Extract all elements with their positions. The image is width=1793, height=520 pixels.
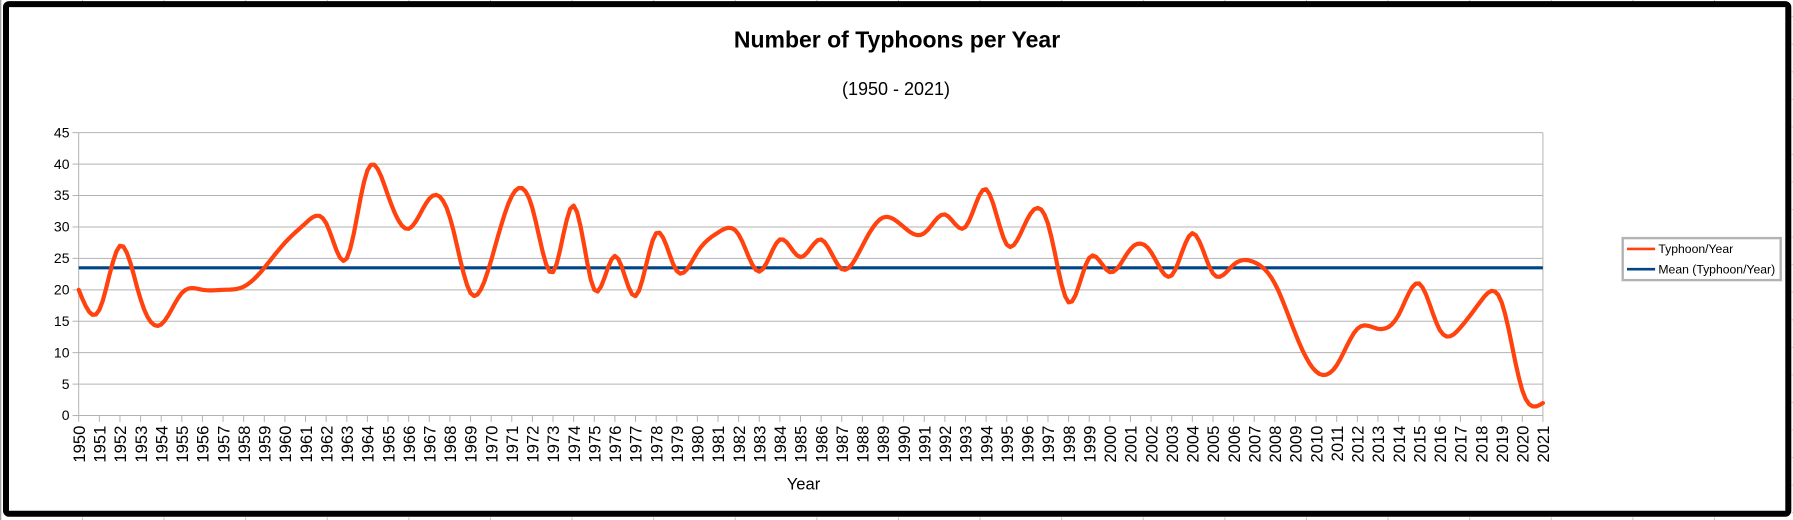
svg-text:1977: 1977 — [627, 426, 646, 463]
svg-text:20: 20 — [54, 282, 70, 298]
svg-text:1997: 1997 — [1039, 426, 1058, 463]
svg-text:Mean (Typhoon/Year): Mean (Typhoon/Year) — [1658, 262, 1775, 276]
svg-text:1971: 1971 — [503, 426, 522, 463]
svg-text:Number of Typhoons per Year: Number of Typhoons per Year — [734, 27, 1060, 53]
svg-text:1981: 1981 — [709, 426, 728, 463]
svg-text:1968: 1968 — [441, 426, 460, 463]
svg-text:2017: 2017 — [1452, 426, 1471, 463]
svg-text:1967: 1967 — [420, 426, 439, 463]
svg-text:1957: 1957 — [214, 426, 233, 463]
svg-text:1986: 1986 — [812, 426, 831, 463]
svg-text:2004: 2004 — [1184, 426, 1203, 463]
svg-text:40: 40 — [54, 156, 70, 172]
svg-text:2012: 2012 — [1349, 426, 1368, 463]
svg-text:1995: 1995 — [998, 426, 1017, 463]
svg-text:2018: 2018 — [1472, 426, 1491, 463]
svg-text:1972: 1972 — [524, 426, 543, 463]
svg-text:1958: 1958 — [235, 426, 254, 463]
svg-text:1966: 1966 — [400, 426, 419, 463]
svg-text:1973: 1973 — [544, 426, 563, 463]
svg-text:1959: 1959 — [256, 426, 275, 463]
svg-text:1954: 1954 — [152, 426, 171, 463]
svg-text:1992: 1992 — [936, 426, 955, 463]
svg-text:1950: 1950 — [70, 426, 89, 463]
svg-text:1987: 1987 — [833, 426, 852, 463]
svg-text:2014: 2014 — [1390, 426, 1409, 463]
svg-text:1985: 1985 — [792, 426, 811, 463]
svg-text:2021: 2021 — [1534, 426, 1553, 463]
svg-text:1999: 1999 — [1080, 426, 1099, 463]
svg-text:1993: 1993 — [957, 426, 976, 463]
svg-text:1952: 1952 — [111, 426, 130, 463]
svg-text:2006: 2006 — [1225, 426, 1244, 463]
svg-text:1969: 1969 — [462, 426, 481, 463]
svg-text:25: 25 — [54, 250, 70, 266]
svg-text:5: 5 — [62, 376, 70, 392]
svg-text:Year: Year — [787, 475, 821, 494]
svg-text:1965: 1965 — [379, 426, 398, 463]
svg-text:1990: 1990 — [895, 426, 914, 463]
svg-text:1980: 1980 — [689, 426, 708, 463]
svg-text:1956: 1956 — [194, 426, 213, 463]
svg-text:2007: 2007 — [1245, 426, 1264, 463]
svg-text:1991: 1991 — [915, 426, 934, 463]
svg-text:35: 35 — [54, 187, 70, 203]
svg-text:1955: 1955 — [173, 426, 192, 463]
svg-text:2019: 2019 — [1493, 426, 1512, 463]
svg-text:1996: 1996 — [1019, 426, 1038, 463]
svg-text:2000: 2000 — [1101, 426, 1120, 463]
svg-text:2020: 2020 — [1514, 426, 1533, 463]
svg-text:1961: 1961 — [297, 426, 316, 463]
svg-text:1988: 1988 — [854, 426, 873, 463]
svg-text:2001: 2001 — [1122, 426, 1141, 463]
svg-text:45: 45 — [54, 124, 70, 140]
svg-text:0: 0 — [62, 407, 70, 423]
svg-text:30: 30 — [54, 219, 70, 235]
svg-text:1984: 1984 — [771, 426, 790, 463]
svg-text:2002: 2002 — [1142, 426, 1161, 463]
svg-text:2013: 2013 — [1369, 426, 1388, 463]
svg-text:10: 10 — [54, 344, 70, 360]
svg-text:1962: 1962 — [317, 426, 336, 463]
svg-text:15: 15 — [54, 313, 70, 329]
svg-text:2011: 2011 — [1328, 426, 1347, 462]
svg-text:1978: 1978 — [647, 426, 666, 463]
svg-text:2008: 2008 — [1266, 426, 1285, 463]
svg-text:1983: 1983 — [750, 426, 769, 463]
svg-text:1979: 1979 — [668, 426, 687, 463]
svg-text:1989: 1989 — [874, 426, 893, 463]
svg-text:Typhoon/Year: Typhoon/Year — [1658, 242, 1733, 256]
svg-text:1970: 1970 — [482, 426, 501, 463]
svg-text:2003: 2003 — [1163, 426, 1182, 463]
svg-text:1974: 1974 — [565, 426, 584, 463]
svg-text:(1950 - 2021): (1950 - 2021) — [842, 79, 950, 99]
svg-text:1976: 1976 — [606, 426, 625, 463]
svg-text:1951: 1951 — [91, 426, 110, 463]
svg-text:1960: 1960 — [276, 426, 295, 463]
svg-text:2016: 2016 — [1431, 426, 1450, 463]
svg-text:2009: 2009 — [1287, 426, 1306, 463]
svg-text:1963: 1963 — [338, 426, 357, 463]
svg-text:2010: 2010 — [1307, 426, 1326, 463]
svg-text:2005: 2005 — [1204, 426, 1223, 463]
svg-text:2015: 2015 — [1410, 426, 1429, 463]
svg-text:1953: 1953 — [132, 426, 151, 463]
svg-text:1994: 1994 — [977, 426, 996, 463]
svg-text:1964: 1964 — [359, 426, 378, 463]
svg-text:1975: 1975 — [585, 426, 604, 463]
svg-text:1998: 1998 — [1060, 426, 1079, 463]
svg-text:1982: 1982 — [730, 426, 749, 463]
